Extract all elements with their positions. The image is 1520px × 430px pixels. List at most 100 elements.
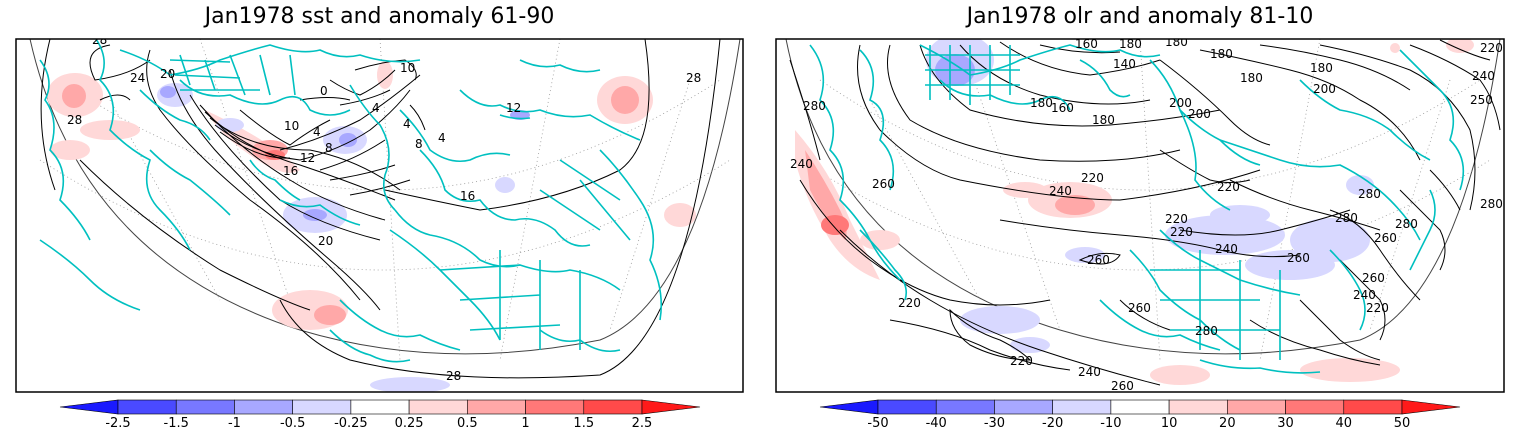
colorbar-tick-label: -50: [867, 416, 888, 430]
contour-label: 28: [92, 33, 107, 47]
colorbar-arrow-low: [820, 400, 878, 414]
contour-label: 220: [1165, 212, 1188, 226]
colorbar-tick-label: -1.5: [164, 416, 189, 430]
contour-label: 240: [1215, 242, 1238, 256]
contour-label: 200: [1188, 107, 1211, 121]
colorbar-arrow-high: [1402, 400, 1460, 414]
colorbar-swatch: [1344, 400, 1402, 414]
colorbars: -2.5 -1.5 -1 -0.5 -0.25 0.25 0.5 1 1.5 2.5 -50 -40…: [0, 396, 1520, 430]
contour-label: 28: [446, 369, 461, 383]
contour-label: 10: [400, 61, 415, 75]
colorbar-tick-label: 10: [1161, 416, 1178, 430]
contour-label: 140: [1113, 57, 1136, 71]
contour-label: 220: [898, 296, 921, 310]
colorbar-tick-label: -10: [1100, 416, 1121, 430]
colorbar-tick-label: -20: [1042, 416, 1063, 430]
contour-label: 260: [1374, 231, 1397, 245]
contour-label: 240: [1472, 69, 1495, 83]
contour-label: 260: [872, 177, 895, 191]
contour-label: 220: [1217, 180, 1240, 194]
contour-label: 20: [160, 67, 175, 81]
colorbar-tick-label: -0.25: [334, 416, 368, 430]
colorbar-swatch: [409, 400, 467, 414]
right-colorbar: -50 -40 -30 -20 -10 10 20 30 40 50: [820, 400, 1460, 430]
colorbar-swatch: [1227, 400, 1285, 414]
contour-label: 4: [403, 117, 411, 131]
contour-label: 240: [790, 157, 813, 171]
colorbar-swatch: [584, 400, 642, 414]
colorbar-swatch: [1169, 400, 1227, 414]
coastlines: [40, 39, 661, 362]
colorbar-tick-label: -1: [228, 416, 241, 430]
contour-label: 260: [1128, 301, 1151, 315]
colorbar-swatch: [994, 400, 1052, 414]
contour-label: 16: [460, 189, 475, 203]
colorbar-tick-label: 30: [1277, 416, 1294, 430]
contour-label: 280: [1395, 217, 1418, 231]
contour-label: 180: [1310, 61, 1333, 75]
contour-label: 180: [1030, 96, 1053, 110]
contour-label: 10: [284, 119, 299, 133]
colorbar-tick-label: 40: [1336, 416, 1353, 430]
contour-label: 8: [325, 141, 333, 155]
maps-canvas: 28 24 20 28 0 10 4 4 10 4 8 12 16 16 20 …: [0, 0, 1520, 396]
contour-label: 8: [415, 137, 423, 151]
olr-contour-labels: 160 180 140 180 180 220 240 180 200 280 …: [790, 35, 1503, 393]
contour-label: 4: [438, 131, 446, 145]
olr-anomaly-shading: [795, 34, 1474, 385]
contour-label: 180: [1092, 113, 1115, 127]
contour-label: 240: [1078, 365, 1101, 379]
colorbar-swatch: [234, 400, 292, 414]
contour-label: 260: [1362, 271, 1385, 285]
colorbar-arrow-high: [642, 400, 700, 414]
contour-label: 260: [1111, 379, 1134, 393]
colorbar-arrow-low: [60, 400, 118, 414]
colorbar-swatch: [1111, 400, 1169, 414]
colorbar-tick-label: 2.5: [632, 416, 653, 430]
right-map-frame: [776, 39, 1504, 392]
contour-label: 220: [1480, 41, 1503, 55]
contour-label: 260: [1087, 253, 1110, 267]
colorbar-swatch: [293, 400, 351, 414]
contour-label: 280: [1195, 324, 1218, 338]
colorbar-tick-label: 20: [1219, 416, 1236, 430]
contour-label: 180: [1165, 35, 1188, 49]
contour-label: 28: [686, 71, 701, 85]
colorbar-tick-label: 1.5: [573, 416, 594, 430]
contour-label: 220: [1081, 171, 1104, 185]
contour-label: 240: [1353, 288, 1376, 302]
left-colorbar: -2.5 -1.5 -1 -0.5 -0.25 0.25 0.5 1 1.5 2.5: [60, 400, 700, 430]
colorbar-tick-label: -30: [984, 416, 1005, 430]
colorbar-swatch: [878, 400, 936, 414]
colorbar-tick-label: -40: [926, 416, 947, 430]
contour-label: 12: [300, 151, 315, 165]
colorbar-swatch: [936, 400, 994, 414]
colorbar-swatch: [1286, 400, 1344, 414]
left-map: 28 24 20 28 0 10 4 4 10 4 8 12 16 16 20 …: [30, 33, 740, 393]
contour-label: 280: [1335, 211, 1358, 225]
contour-label: 180: [1240, 71, 1263, 85]
contour-label: 280: [1358, 187, 1381, 201]
colorbar-swatch: [351, 400, 409, 414]
contour-label: 200: [1313, 82, 1336, 96]
contour-label: 220: [1010, 354, 1033, 368]
colorbar-swatch: [1053, 400, 1111, 414]
colorbar-swatch: [467, 400, 525, 414]
contour-label: 4: [372, 101, 380, 115]
contour-label: 160: [1051, 101, 1074, 115]
contour-label: 24: [130, 71, 145, 85]
contour-label: 220: [1170, 225, 1193, 239]
colorbar-swatch: [526, 400, 584, 414]
colorbar-tick-label: -2.5: [105, 416, 130, 430]
contour-label: 240: [1049, 184, 1072, 198]
colorbar-swatch: [176, 400, 234, 414]
colorbar-swatch: [118, 400, 176, 414]
colorbar-tick-label: 0.5: [457, 416, 478, 430]
contour-label: 280: [803, 99, 826, 113]
colorbar-tick-label: 1: [521, 416, 529, 430]
contour-label: 28: [67, 113, 82, 127]
contour-label: 260: [1287, 251, 1310, 265]
contour-label: 12: [506, 101, 521, 115]
contour-label: 280: [1480, 197, 1503, 211]
contour-label: 16: [283, 164, 298, 178]
